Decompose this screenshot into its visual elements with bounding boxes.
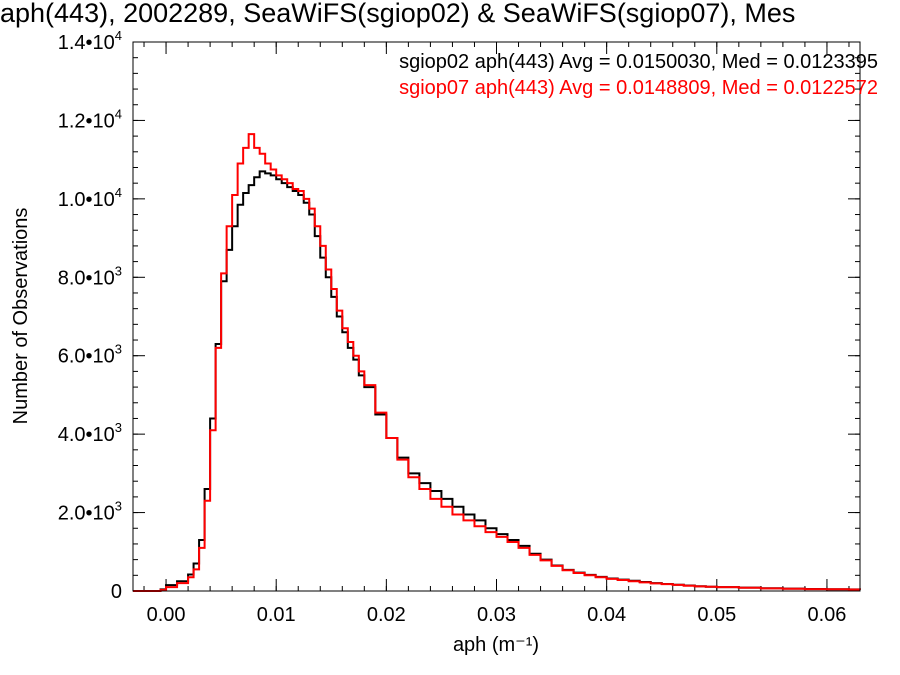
legend-entry-sgiop02: sgiop02 aph(443) Avg = 0.0150030, Med = … [399, 51, 878, 73]
y-tick-label: 1.0•104 [58, 185, 122, 211]
legend: sgiop02 aph(443) Avg = 0.0150030, Med = … [399, 51, 878, 99]
y-axis-label: Number of Observations [10, 208, 32, 425]
major-ticks [133, 41, 860, 592]
x-tick-label: 0.00 [147, 604, 186, 626]
plot-frame [132, 41, 861, 592]
x-tick-label: 0.01 [257, 604, 296, 626]
y-tick-label: 1.4•104 [58, 28, 122, 54]
y-tick-label: 0 [111, 581, 122, 603]
y-tick-labels: 0 2.0•103 4.0•103 6.0•103 8.0•103 1.0•104 1.2•… [58, 28, 122, 603]
legend-entry-sgiop07: sgiop07 aph(443) Avg = 0.0148809, Med = … [399, 77, 878, 99]
y-tick-label: 2.0•103 [58, 499, 122, 525]
y-tick-label: 8.0•103 [58, 263, 122, 289]
x-tick-label: 0.05 [697, 604, 736, 626]
x-tick-labels: 0.00 0.01 0.02 0.03 0.04 0.05 0.06 [147, 604, 847, 626]
y-tick-label: 1.2•104 [58, 106, 122, 132]
y-tick-label: 4.0•103 [58, 420, 122, 446]
x-axis-label: aph (m⁻¹) [453, 634, 539, 656]
x-tick-label: 0.03 [477, 604, 516, 626]
series-sgiop02-line [133, 170, 861, 592]
y-tick-label: 6.0•103 [58, 342, 122, 368]
series-layer [133, 133, 861, 592]
x-tick-label: 0.06 [807, 604, 846, 626]
series-sgiop07-line [133, 133, 861, 592]
chart-title: aph(443), 2002289, SeaWiFS(sgiop02) & Se… [0, 0, 796, 28]
x-tick-label: 0.02 [367, 604, 406, 626]
x-tick-label: 0.04 [587, 604, 626, 626]
minor-ticks [133, 41, 860, 592]
